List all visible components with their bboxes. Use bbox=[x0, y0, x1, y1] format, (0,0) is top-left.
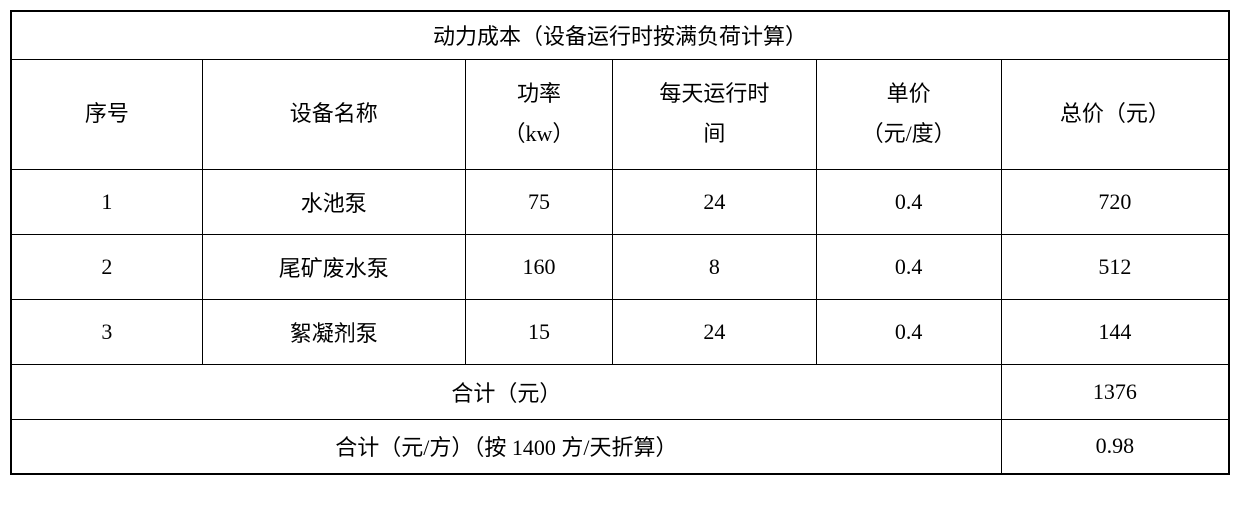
cell-seq: 3 bbox=[11, 299, 202, 364]
cell-name: 水池泵 bbox=[202, 169, 465, 234]
cell-seq: 1 bbox=[11, 169, 202, 234]
header-power: 功率 （kw） bbox=[465, 59, 612, 169]
cell-power: 160 bbox=[465, 234, 612, 299]
header-hours-line2: 间 bbox=[703, 121, 725, 146]
cell-hours: 24 bbox=[613, 169, 816, 234]
cell-seq: 2 bbox=[11, 234, 202, 299]
table-title: 动力成本（设备运行时按满负荷计算） bbox=[11, 11, 1229, 59]
cell-name: 尾矿废水泵 bbox=[202, 234, 465, 299]
table-title-row: 动力成本（设备运行时按满负荷计算） bbox=[11, 11, 1229, 59]
summary-label-1: 合计（元） bbox=[11, 364, 1001, 419]
cell-hours: 8 bbox=[613, 234, 816, 299]
header-total: 总价（元） bbox=[1001, 59, 1229, 169]
cell-power: 15 bbox=[465, 299, 612, 364]
power-cost-table: 动力成本（设备运行时按满负荷计算） 序号 设备名称 功率 （kw） 每天运行时 … bbox=[10, 10, 1230, 475]
cell-unit-price: 0.4 bbox=[816, 234, 1001, 299]
cell-power: 75 bbox=[465, 169, 612, 234]
cell-hours: 24 bbox=[613, 299, 816, 364]
header-seq: 序号 bbox=[11, 59, 202, 169]
cell-name: 絮凝剂泵 bbox=[202, 299, 465, 364]
summary-label-2: 合计（元/方）（按 1400 方/天折算） bbox=[11, 419, 1001, 474]
table-row: 2 尾矿废水泵 160 8 0.4 512 bbox=[11, 234, 1229, 299]
table-row: 1 水池泵 75 24 0.4 720 bbox=[11, 169, 1229, 234]
summary-value-2: 0.98 bbox=[1001, 419, 1229, 474]
cell-total: 512 bbox=[1001, 234, 1229, 299]
header-unit-price: 单价 （元/度） bbox=[816, 59, 1001, 169]
cell-unit-price: 0.4 bbox=[816, 169, 1001, 234]
summary-row-2: 合计（元/方）（按 1400 方/天折算） 0.98 bbox=[11, 419, 1229, 474]
header-unit-price-line2: （元/度） bbox=[862, 121, 956, 146]
cell-total: 720 bbox=[1001, 169, 1229, 234]
cell-total: 144 bbox=[1001, 299, 1229, 364]
table-header-row: 序号 设备名称 功率 （kw） 每天运行时 间 单价 （元/度） 总价（元） bbox=[11, 59, 1229, 169]
header-hours: 每天运行时 间 bbox=[613, 59, 816, 169]
table-row: 3 絮凝剂泵 15 24 0.4 144 bbox=[11, 299, 1229, 364]
header-power-line1: 功率 bbox=[517, 81, 561, 106]
power-cost-table-container: 动力成本（设备运行时按满负荷计算） 序号 设备名称 功率 （kw） 每天运行时 … bbox=[10, 10, 1230, 475]
summary-value-1: 1376 bbox=[1001, 364, 1229, 419]
header-name: 设备名称 bbox=[202, 59, 465, 169]
header-power-line2: （kw） bbox=[504, 121, 575, 146]
summary-row-1: 合计（元） 1376 bbox=[11, 364, 1229, 419]
header-hours-line1: 每天运行时 bbox=[659, 81, 769, 106]
header-unit-price-line1: 单价 bbox=[887, 81, 931, 106]
cell-unit-price: 0.4 bbox=[816, 299, 1001, 364]
